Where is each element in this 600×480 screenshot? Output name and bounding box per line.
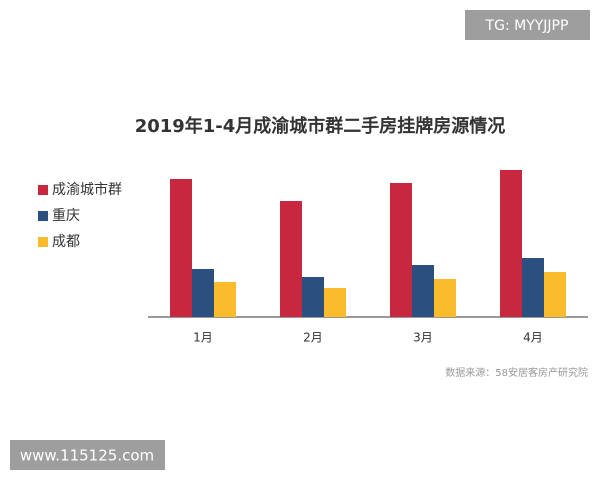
bar (500, 170, 522, 317)
legend-label: 成渝城市群 (52, 181, 122, 198)
source: 数据来源：58安居客房产研究院 (445, 366, 588, 379)
bar (544, 272, 566, 317)
watermark-box (10, 440, 165, 470)
bar (324, 288, 346, 317)
watermark-box (465, 10, 590, 40)
bar (434, 279, 456, 317)
bar (522, 258, 544, 317)
legend-label: 成都 (52, 234, 80, 250)
bar (192, 269, 214, 317)
legend-label: 重庆 (52, 208, 80, 224)
x-tick-label: 3月 (413, 331, 433, 345)
bar (280, 201, 302, 317)
x-tick-label: 4月 (523, 331, 543, 345)
watermark: TG: MYYJJPP (485, 18, 569, 34)
x-tick-label: 2月 (303, 331, 323, 345)
x-tick-label: 1月 (193, 331, 213, 345)
bar (390, 183, 412, 317)
watermark: www.115125.com (20, 447, 154, 465)
bar (412, 265, 434, 317)
legend-swatch (38, 237, 48, 247)
legend-swatch (38, 185, 48, 195)
bar (214, 282, 236, 317)
legend-swatch (38, 211, 48, 221)
chart-title: 2019年1-4月成渝城市群二手房挂牌房源情况 (135, 115, 506, 137)
bar (170, 179, 192, 317)
bar (302, 277, 324, 317)
